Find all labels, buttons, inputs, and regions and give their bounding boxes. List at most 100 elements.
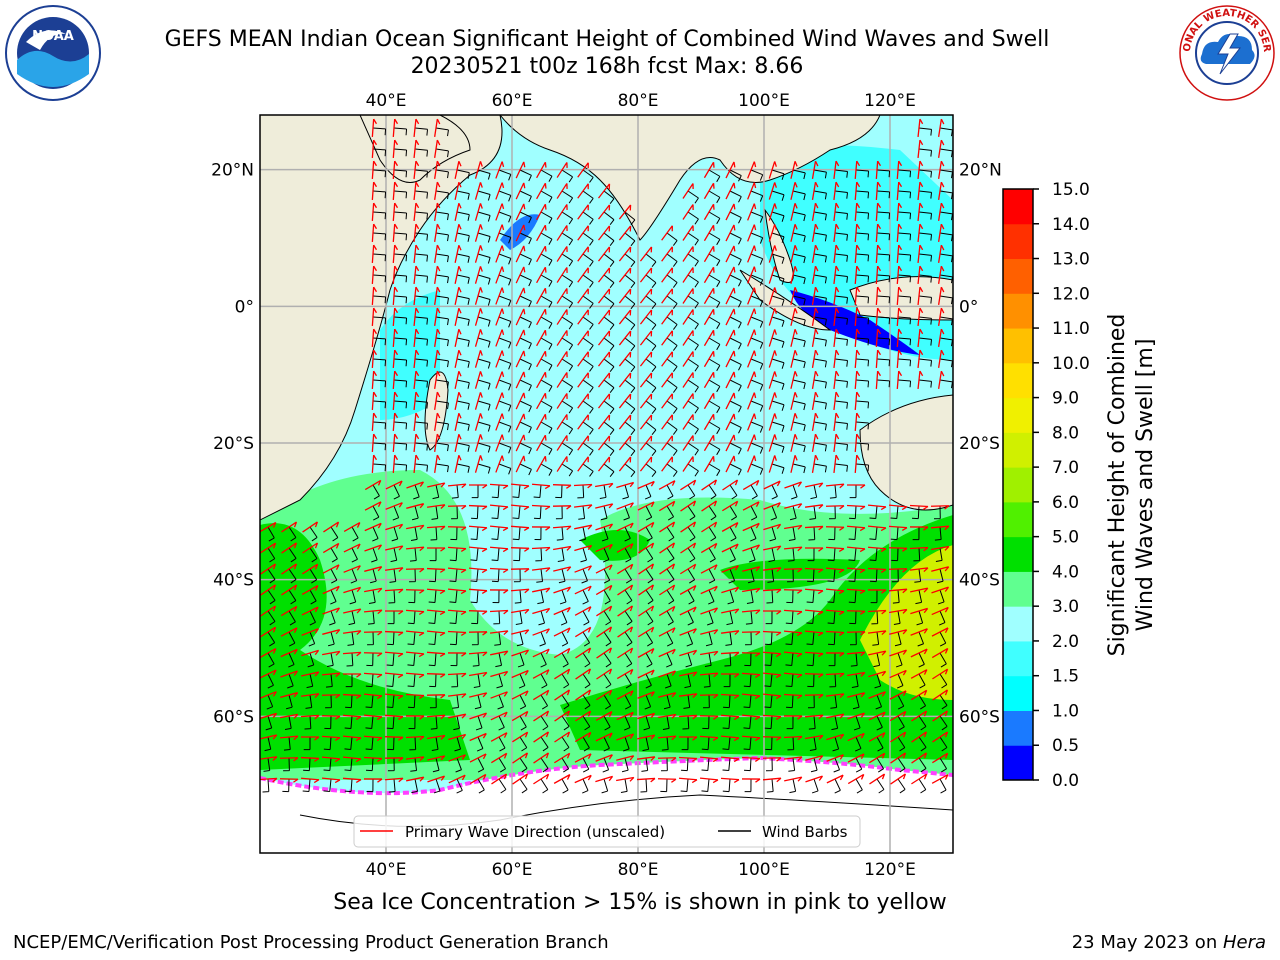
wind-barb [393,148,408,157]
wave-arrow [896,307,903,327]
wave-arrow [703,287,715,305]
wind-barb [408,715,416,730]
wave-arrow [700,629,719,635]
wind-barb [687,589,695,605]
wave-arrow [617,626,634,638]
wave-arrow [371,202,378,222]
wind-barb [645,295,657,310]
wave-arrow [658,670,677,678]
wind-barb [471,610,479,625]
wave-arrow [804,714,824,720]
wave-arrow [741,631,761,636]
wind-barb [414,148,429,157]
wave-arrow [371,370,378,390]
wind-barb [644,484,652,500]
wind-barb [519,694,527,710]
wind-barb [701,778,710,793]
wind-barb [580,547,588,563]
colorbar-tick-label: 15.0 [1052,180,1090,200]
lat-label-left: 20°N [211,161,254,181]
wave-arrow [533,731,550,743]
wave-arrow [833,370,840,390]
wind-barb [409,547,417,562]
wave-arrow [495,350,505,368]
wind-barb [807,568,815,583]
wind-barb [540,757,549,773]
wave-arrow [405,568,425,573]
wind-barb [449,610,458,625]
wave-arrow [804,609,824,616]
wave-arrow [657,735,677,741]
wind-barb [477,358,491,369]
wave-arrow [322,629,341,635]
wind-barb [582,232,594,246]
wind-barb [834,358,849,367]
wave-arrow [575,647,592,659]
svg-text:Significant Height of Combined: Significant Height of Combined [1105,314,1130,657]
wave-arrow [889,710,907,722]
wave-arrow [888,588,908,594]
wind-barb [456,295,470,305]
colorbar-segment [1003,606,1033,642]
wave-arrow [854,181,861,201]
wind-barb [435,274,449,284]
wind-barb [388,778,396,793]
wave-arrow [811,286,819,305]
wind-barb [806,589,815,604]
wave-arrow [454,244,462,263]
wind-barb [834,421,849,430]
wind-barb [561,274,574,288]
wave-arrow [405,651,425,658]
wind-barb [939,610,946,626]
wave-arrow [392,349,399,369]
wave-arrow [805,734,824,740]
wave-arrow [489,589,509,594]
wind-barb [771,379,785,390]
wave-arrow [280,627,298,637]
wave-arrow [413,433,420,453]
wave-arrow [804,651,824,658]
wave-arrow [495,182,505,200]
wind-barb [645,316,657,331]
wind-barb [624,694,632,710]
wind-barb [645,274,657,289]
wave-arrow [783,693,803,699]
map-frame [259,114,954,854]
wind-barb [624,463,636,478]
wave-arrow [536,287,547,305]
wave-arrow [577,288,589,304]
wind-barb [498,169,512,181]
wave-arrow [427,755,446,761]
wave-arrow [595,543,613,553]
wind-barb [456,337,470,347]
wind-barb [519,274,532,287]
wave-arrow [532,607,551,615]
wind-barb [372,148,387,157]
wave-arrow [846,525,866,532]
wave-arrow [406,524,425,530]
wave-arrow [783,589,803,594]
wind-barb [645,421,657,436]
wind-barb [603,736,610,752]
wind-barb [708,484,717,500]
wave-arrow [343,522,361,532]
wind-barb [855,358,870,367]
wind-barb [876,715,883,731]
wind-barb [265,715,273,731]
wind-barb [449,547,458,562]
wind-barb [475,715,483,731]
wave-arrow [682,414,694,430]
wave-arrow [454,370,462,389]
wind-barb [429,673,437,688]
wave-arrow [679,628,697,636]
wind-barb [451,505,458,520]
wind-barb [477,337,491,348]
wave-arrow [434,223,441,242]
wave-arrow [910,648,928,658]
wave-arrow [618,288,632,304]
wind-barb [288,652,295,668]
wind-barb [325,694,332,709]
wind-barb [414,316,429,325]
wave-arrow [474,455,483,473]
wave-arrow [413,244,420,264]
